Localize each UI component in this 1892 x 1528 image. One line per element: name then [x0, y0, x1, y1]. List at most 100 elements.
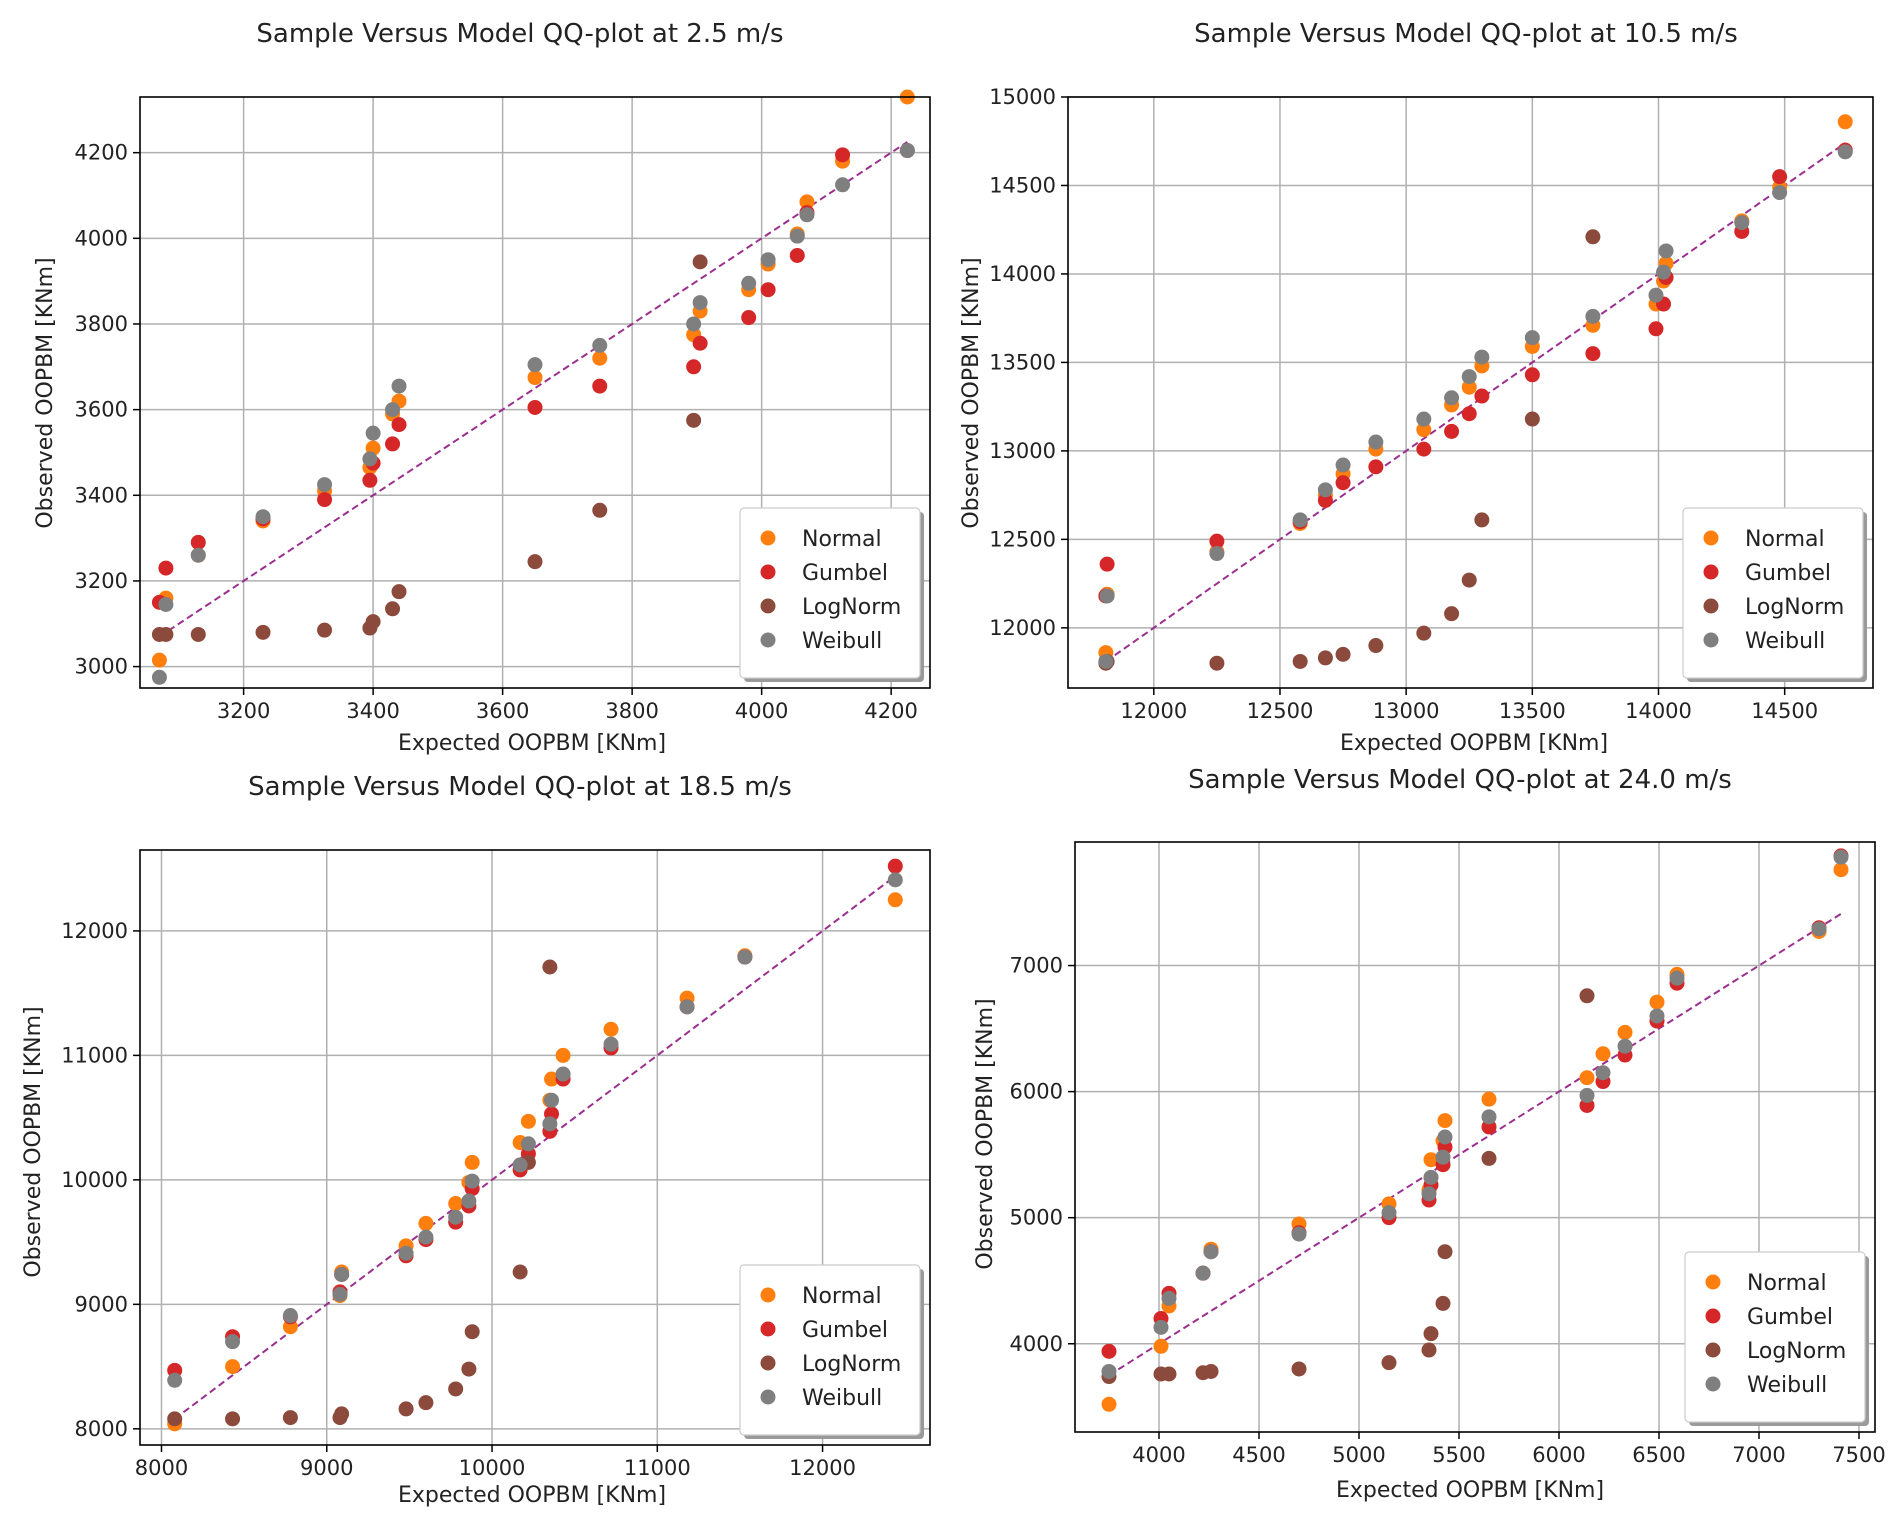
lognorm-point [391, 584, 407, 600]
gumbel-point [1101, 1343, 1117, 1359]
gumbel-point [887, 858, 903, 874]
weibull-point [317, 477, 333, 493]
y-tick-label: 4000 [75, 226, 128, 250]
legend-label-weibull: Weibull [802, 1386, 882, 1411]
x-tick-label: 3200 [217, 699, 270, 723]
x-axis-label: Expected OOPBM [KNm] [398, 731, 666, 756]
weibull-point [362, 451, 378, 467]
legend-label-weibull: Weibull [1745, 629, 1825, 654]
x-tick-label: 14500 [1751, 699, 1818, 723]
gumbel-point [1416, 441, 1432, 457]
legend-label-gumbel: Gumbel [1745, 561, 1831, 586]
weibull-point [692, 295, 708, 311]
weibull-point [1101, 1363, 1117, 1379]
weibull-point [741, 275, 757, 291]
legend-marker-gumbel [1705, 1308, 1721, 1324]
gumbel-point [317, 492, 333, 508]
x-tick-label: 6500 [1632, 1443, 1685, 1467]
gumbel-point [1474, 388, 1490, 404]
weibull-point [603, 1036, 619, 1052]
lognorm-point [190, 626, 206, 642]
y-tick-label: 14000 [989, 262, 1056, 286]
reference-line [1105, 142, 1846, 663]
legend-marker-gumbel [1703, 564, 1719, 580]
gumbel-point [1524, 367, 1540, 383]
normal-point [1423, 1152, 1439, 1168]
lognorm-point [1209, 655, 1225, 671]
weibull-point [686, 316, 702, 332]
legend-label-lognorm: LogNorm [802, 595, 901, 620]
y-tick-label: 3400 [75, 483, 128, 507]
legend-label-gumbel: Gumbel [1747, 1305, 1833, 1330]
lognorm-point [225, 1411, 241, 1427]
normal-point [151, 652, 167, 668]
weibull-point [190, 547, 206, 563]
lognorm-point [255, 624, 271, 640]
x-tick-label: 6000 [1532, 1443, 1585, 1467]
weibull-point [512, 1157, 528, 1173]
weibull-point [1669, 970, 1685, 986]
legend-box [739, 507, 921, 679]
weibull-point [1317, 482, 1333, 498]
weibull-point [1203, 1244, 1219, 1260]
subplot-title: Sample Versus Model QQ-plot at 18.5 m/s [248, 772, 792, 802]
lognorm-point [282, 1410, 298, 1426]
gumbel-point [1585, 346, 1601, 362]
legend-marker-weibull [1703, 632, 1719, 648]
weibull-point [255, 509, 271, 525]
weibull-point [1291, 1226, 1307, 1242]
legend-label-normal: Normal [802, 1284, 882, 1309]
normal-point [592, 350, 608, 366]
weibull-point [1421, 1186, 1437, 1202]
weibull-point [334, 1266, 350, 1282]
normal-point [464, 1154, 480, 1170]
subplot-24-0-ms: Sample Versus Model QQ-plot at 24.0 m/s … [973, 765, 1886, 1503]
normal-point [603, 1021, 619, 1037]
gumbel-point [1317, 492, 1333, 508]
normal-point [887, 892, 903, 908]
subplot-title: Sample Versus Model QQ-plot at 10.5 m/s [1194, 19, 1738, 49]
weibull-point [887, 872, 903, 888]
lognorm-point [1292, 653, 1308, 669]
legend-marker-lognorm [1703, 598, 1719, 614]
x-axis-label: Expected OOPBM [KNm] [1340, 731, 1608, 756]
normal-point [1461, 379, 1477, 395]
legend-label-normal: Normal [802, 527, 882, 552]
weibull-point [1648, 287, 1664, 303]
weibull-point [1098, 653, 1114, 669]
gumbel-point [741, 310, 757, 326]
weibull-point [1772, 185, 1788, 201]
legend-box [1684, 1251, 1866, 1423]
subplot-title: Sample Versus Model QQ-plot at 2.5 m/s [256, 19, 783, 49]
x-tick-label: 4200 [864, 699, 917, 723]
gumbel-point [158, 560, 174, 576]
gumbel-point [1335, 475, 1351, 491]
y-tick-label: 5000 [1010, 1206, 1063, 1230]
lognorm-point [1524, 411, 1540, 427]
axes-frame [1067, 96, 1874, 689]
x-axis-label: Expected OOPBM [KNm] [1336, 1478, 1604, 1503]
lognorm-point [1579, 988, 1595, 1004]
normal-point [1437, 1113, 1453, 1129]
weibull-point [1461, 369, 1477, 385]
x-tick-label: 13000 [1373, 699, 1440, 723]
lognorm-point [365, 614, 381, 630]
normal-point [1579, 1070, 1595, 1086]
lognorm-point [1435, 1295, 1451, 1311]
x-axis-label: Expected OOPBM [KNm] [398, 1483, 666, 1508]
lognorm-point [527, 554, 543, 570]
legend-marker-lognorm [1705, 1342, 1721, 1358]
lognorm-point [1444, 606, 1460, 622]
normal-point [1416, 422, 1432, 438]
lognorm-point [1317, 650, 1333, 666]
gumbel-point [391, 417, 407, 433]
weibull-point [391, 378, 407, 394]
lognorm-point [398, 1401, 414, 1417]
weibull-point [1209, 546, 1225, 562]
subplot-2-5-ms: Sample Versus Model QQ-plot at 2.5 m/s E… [33, 19, 931, 756]
y-tick-label: 12000 [989, 616, 1056, 640]
weibull-point [835, 177, 851, 193]
x-tick-label: 4000 [1132, 1443, 1185, 1467]
normal-point [1481, 1091, 1497, 1107]
